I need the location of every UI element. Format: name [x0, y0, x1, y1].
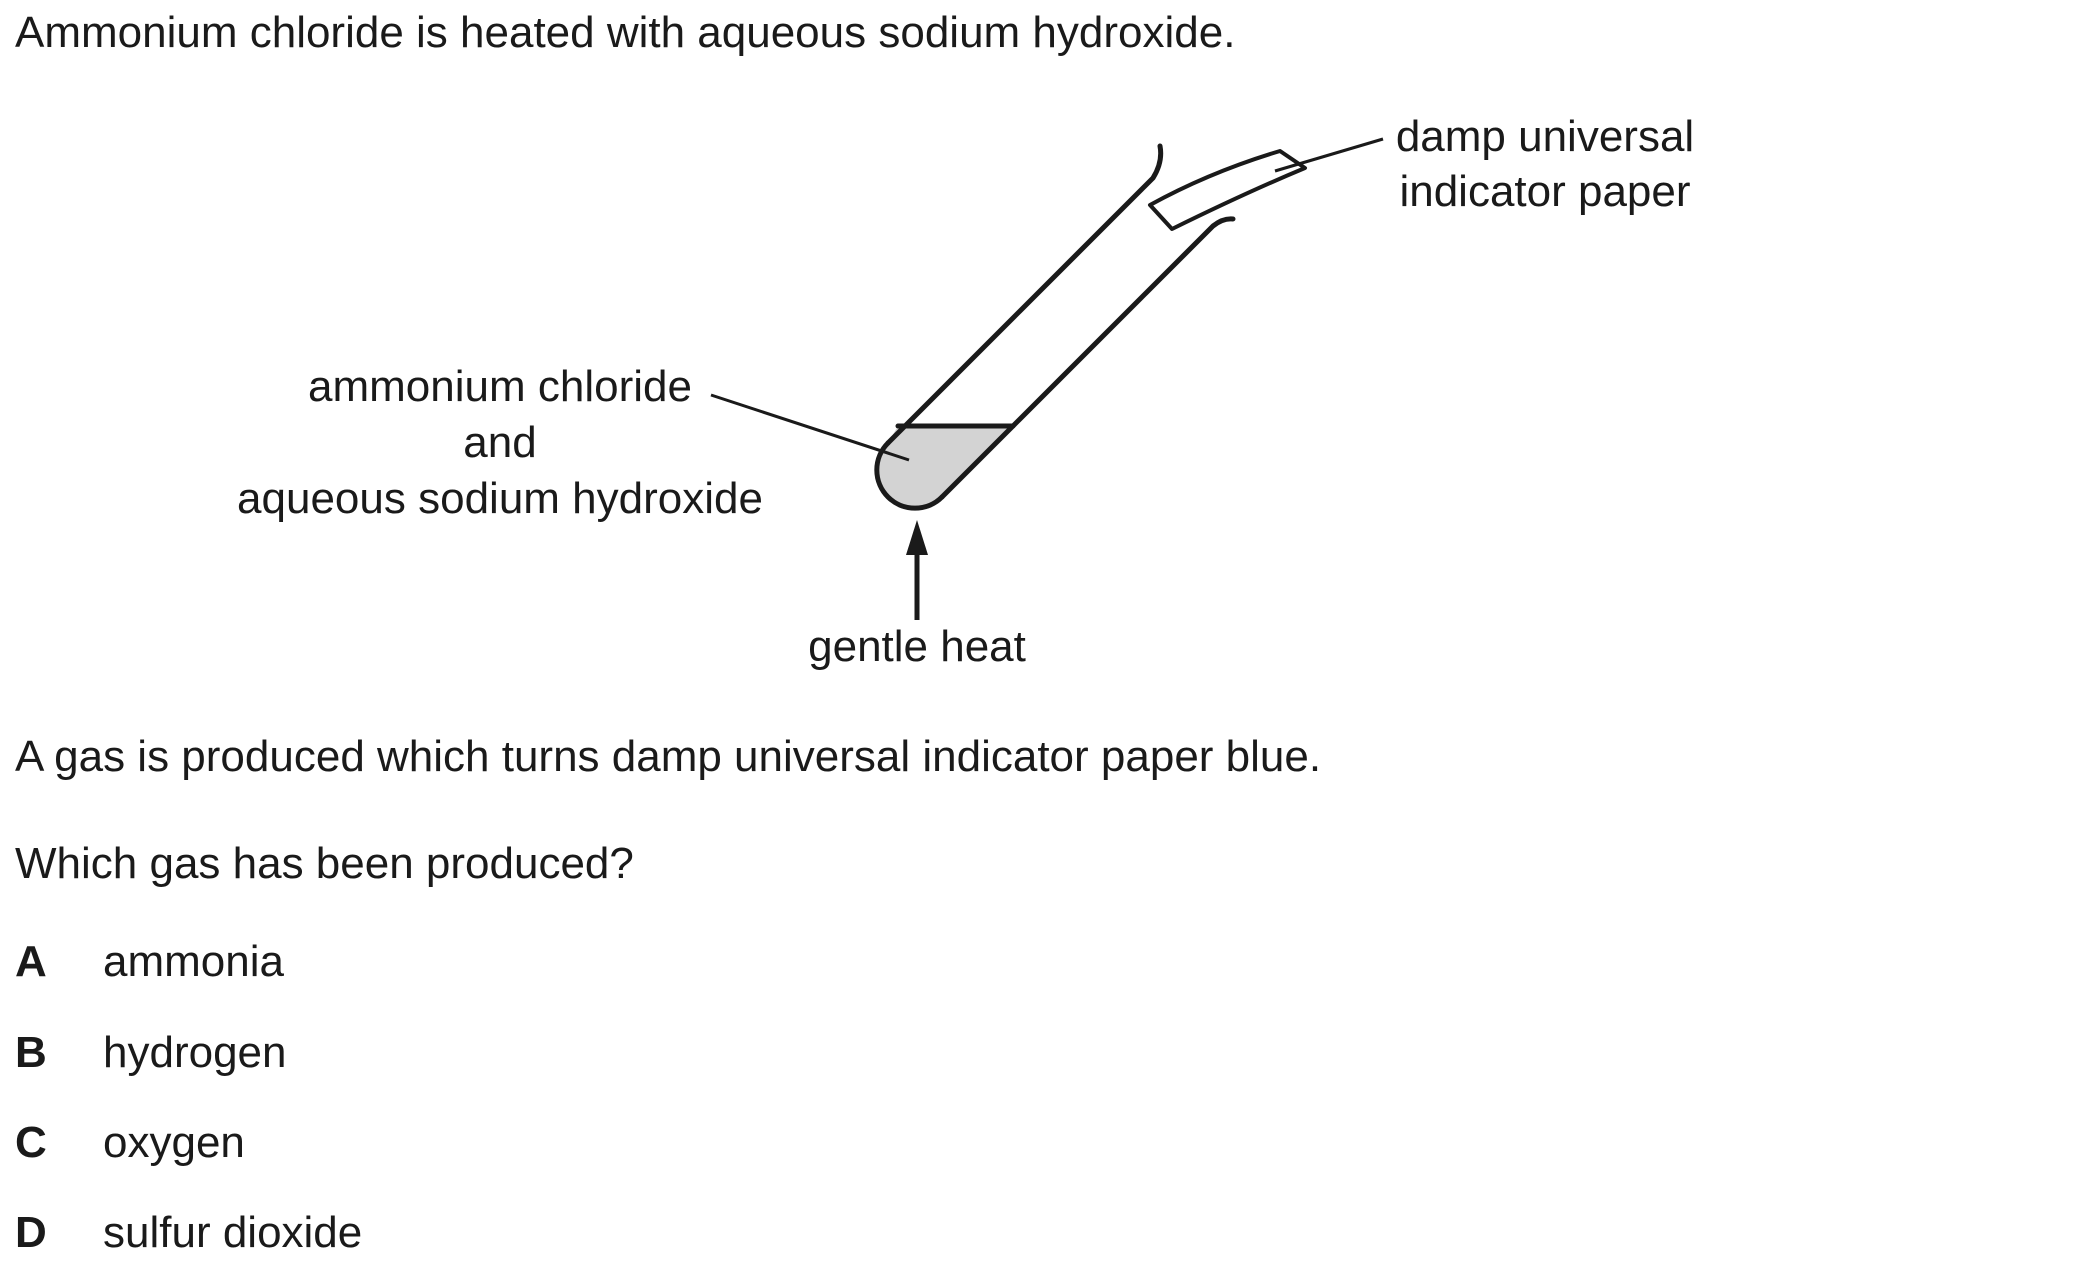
mixture-label-line1: ammonium chloride [308, 362, 692, 411]
test-tube-lower-wall [939, 216, 1236, 500]
test-tube-diagram: damp universal indicator paper ammonium … [237, 112, 1694, 671]
mixture-label-line2: and [463, 418, 536, 467]
option-text: ammonia [103, 937, 284, 986]
mixture-leader-line [710, 393, 910, 462]
test-tube-bottom [874, 440, 945, 511]
option-letter: D [15, 1208, 47, 1257]
option-text: oxygen [103, 1118, 245, 1167]
intro-text: Ammonium chloride is heated with aqueous… [15, 8, 1236, 57]
mixture-label-line3: aqueous sodium hydroxide [237, 474, 763, 523]
heat-arrow [906, 520, 928, 620]
option-letter: B [15, 1028, 47, 1077]
option-letter: C [15, 1118, 47, 1167]
heat-label: gentle heat [808, 622, 1026, 671]
option-text: hydrogen [103, 1028, 287, 1077]
paper-label-line1: damp universal [1396, 112, 1694, 161]
paper-label-line2: indicator paper [1399, 167, 1690, 216]
test-tube-upper-wall [885, 143, 1164, 446]
observation-text: A gas is produced which turns damp unive… [15, 732, 1322, 781]
option-text: sulfur dioxide [103, 1208, 363, 1257]
indicator-paper [1148, 149, 1307, 231]
test-tube [874, 143, 1236, 511]
question-text: Which gas has been produced? [15, 839, 634, 888]
liquid-mixture [876, 426, 1013, 509]
option-letter: A [15, 937, 47, 986]
paper-leader-line [1274, 137, 1384, 173]
